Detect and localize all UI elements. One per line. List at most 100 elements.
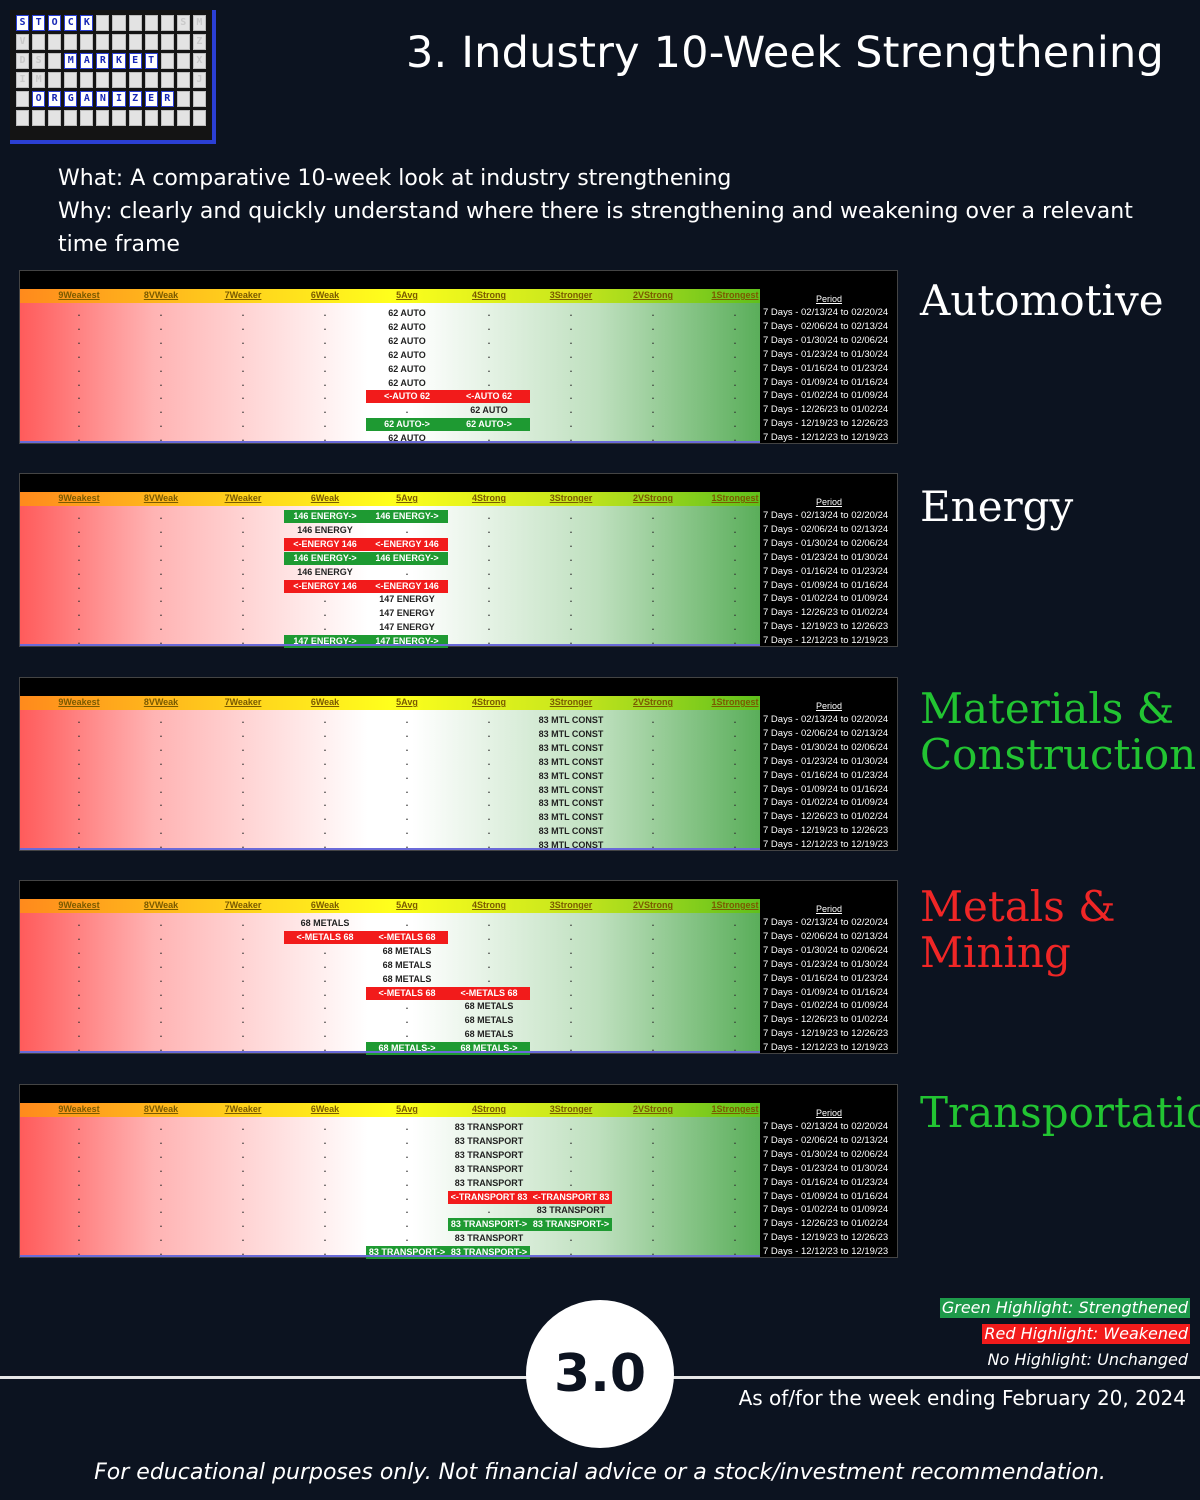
empty-cell: . <box>733 756 737 767</box>
empty-cell: . <box>241 1205 245 1216</box>
empty-cell: . <box>77 608 81 619</box>
empty-cell: . <box>651 715 655 725</box>
empty-cell: . <box>159 377 163 388</box>
logo-tile <box>96 110 110 126</box>
industry-position-cell: 83 MTL CONST <box>538 784 604 795</box>
empty-cell: . <box>487 728 491 739</box>
period-label: 7 Days - 01/02/24 to 01/09/24 <box>763 593 889 605</box>
panel-bottom-border <box>20 1255 760 1257</box>
panel-bottom-border <box>20 441 760 443</box>
industry-position-cell: 146 ENERGY-> <box>284 510 366 523</box>
empty-cell: . <box>77 1205 81 1216</box>
empty-cell: . <box>159 1029 163 1040</box>
empty-cell: . <box>323 1219 327 1230</box>
period-column <box>760 696 897 850</box>
industry-position-cell: 147 ENERGY <box>379 622 435 633</box>
empty-cell: . <box>323 1149 327 1160</box>
empty-cell: . <box>77 1043 81 1054</box>
period-label: 7 Days - 12/26/23 to 01/02/24 <box>763 811 889 823</box>
empty-cell: . <box>569 918 573 928</box>
industry-position-cell: <-METALS 68 <box>448 986 530 1000</box>
period-label: 7 Days - 12/26/23 to 01/02/24 <box>763 1014 889 1026</box>
empty-cell: . <box>651 335 655 346</box>
empty-cell: . <box>77 1233 81 1244</box>
panel-grid: 9Weakest 8VWeak 7Weaker 6Weak 5Avg 4Strong 3St… <box>20 492 897 649</box>
empty-cell: . <box>651 918 655 928</box>
industry-panel: 9Weakest 8VWeak 7Weaker 6Weak 5Avg 4Strong 3St… <box>19 473 898 649</box>
logo-tile <box>96 72 110 88</box>
empty-cell: . <box>569 1149 573 1160</box>
empty-cell: . <box>651 552 655 563</box>
logo-tile <box>144 15 158 31</box>
empty-cell: . <box>77 1149 81 1160</box>
column-header: 8VWeak <box>143 493 179 503</box>
empty-cell: . <box>651 1233 655 1244</box>
empty-cell: . <box>733 728 737 739</box>
empty-cell: . <box>77 1001 81 1012</box>
empty-cell: . <box>159 812 163 823</box>
empty-cell: . <box>651 1219 655 1230</box>
empty-cell: . <box>405 812 409 823</box>
empty-cell: . <box>159 826 163 837</box>
empty-cell: . <box>159 1219 163 1230</box>
empty-cell: . <box>733 798 737 809</box>
empty-cell: . <box>487 840 491 851</box>
empty-cell: . <box>323 335 327 346</box>
page-title: 3. Industry 10-Week Strengthening <box>405 28 1164 78</box>
column-header: 5Avg <box>396 493 418 503</box>
period-label: 7 Days - 12/26/23 to 01/02/24 <box>763 404 889 416</box>
empty-cell: . <box>241 931 245 942</box>
industry-position-cell: 68 METALS <box>382 973 432 984</box>
panel-bottom-border <box>20 644 760 646</box>
logo-tile <box>96 34 110 50</box>
period-label: 7 Days - 01/09/24 to 01/16/24 <box>763 1190 889 1202</box>
industry-title: Materials & Construction <box>920 684 1197 779</box>
empty-cell: . <box>405 1163 409 1174</box>
logo-tile <box>160 53 174 69</box>
industry-position-cell: <-METALS 68 <box>366 930 448 944</box>
empty-cell: . <box>651 363 655 374</box>
empty-cell: . <box>651 1177 655 1188</box>
empty-cell: . <box>241 1149 245 1160</box>
empty-cell: . <box>487 918 491 928</box>
logo-tile <box>160 15 174 31</box>
logo-tile: M <box>64 53 78 69</box>
empty-cell: . <box>323 756 327 767</box>
period-header: Period <box>815 497 842 507</box>
period-column <box>760 1103 897 1257</box>
empty-cell: . <box>77 973 81 984</box>
period-label: 7 Days - 01/23/24 to 01/30/24 <box>763 1162 889 1174</box>
empty-cell: . <box>159 1149 163 1160</box>
column-header: 3Stronger <box>549 1104 593 1114</box>
empty-cell: . <box>241 1001 245 1012</box>
empty-cell: . <box>733 945 737 956</box>
empty-cell: . <box>323 945 327 956</box>
empty-cell: . <box>323 1233 327 1244</box>
industry-position-cell: 146 ENERGY-> <box>366 551 448 565</box>
empty-cell: . <box>569 419 573 430</box>
logo-tile <box>128 15 142 31</box>
column-header: 2VStrong <box>632 900 673 910</box>
logo-tile <box>80 110 94 126</box>
period-label: 7 Days - 02/06/24 to 02/13/24 <box>763 727 889 739</box>
empty-cell: . <box>651 377 655 388</box>
empty-cell: . <box>77 308 81 318</box>
empty-cell: . <box>77 840 81 851</box>
empty-cell: . <box>405 1149 409 1160</box>
empty-cell: . <box>651 349 655 360</box>
empty-cell: . <box>733 715 737 725</box>
empty-cell: . <box>159 1247 163 1258</box>
empty-cell: . <box>241 1247 245 1258</box>
disclaimer: For educational purposes only. Not finan… <box>94 1460 1106 1485</box>
empty-cell: . <box>651 987 655 998</box>
empty-cell: . <box>241 349 245 360</box>
empty-cell: . <box>241 377 245 388</box>
period-label: 7 Days - 01/16/24 to 01/23/24 <box>763 769 889 781</box>
empty-cell: . <box>159 770 163 781</box>
empty-cell: . <box>733 931 737 942</box>
empty-cell: . <box>159 538 163 549</box>
empty-cell: . <box>159 918 163 928</box>
empty-cell: . <box>651 538 655 549</box>
industry-position-cell: <-METALS 68 <box>366 986 448 1000</box>
empty-cell: . <box>241 566 245 577</box>
